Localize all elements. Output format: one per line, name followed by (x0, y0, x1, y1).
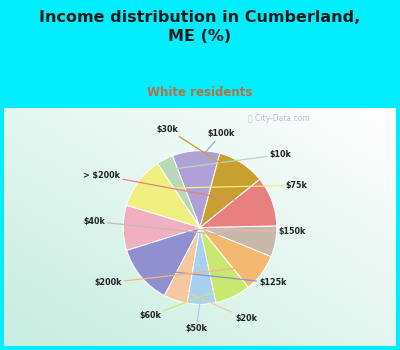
Text: $20k: $20k (182, 290, 257, 323)
Text: $10k: $10k (173, 150, 292, 169)
Wedge shape (123, 205, 200, 251)
Wedge shape (200, 179, 277, 228)
Text: > $200k: > $200k (83, 171, 258, 204)
Wedge shape (172, 151, 220, 228)
Text: White residents: White residents (147, 86, 253, 99)
Wedge shape (126, 163, 200, 228)
Text: $200k: $200k (94, 267, 250, 287)
Text: $50k: $50k (185, 295, 207, 333)
Wedge shape (200, 228, 271, 287)
Text: $75k: $75k (150, 181, 307, 190)
Text: $125k: $125k (153, 270, 287, 287)
Text: $150k: $150k (138, 227, 306, 236)
Wedge shape (127, 228, 200, 295)
Wedge shape (187, 228, 216, 304)
Text: Income distribution in Cumberland,
ME (%): Income distribution in Cumberland, ME (%… (39, 10, 361, 44)
Text: $40k: $40k (83, 217, 262, 239)
Wedge shape (158, 156, 200, 228)
Wedge shape (200, 153, 260, 228)
Wedge shape (200, 228, 248, 303)
Text: $100k: $100k (198, 130, 235, 160)
Text: ⓘ City-Data.com: ⓘ City-Data.com (248, 114, 310, 123)
Wedge shape (200, 226, 277, 257)
Text: $30k: $30k (157, 125, 233, 171)
Wedge shape (164, 228, 200, 303)
Text: $60k: $60k (139, 287, 226, 320)
